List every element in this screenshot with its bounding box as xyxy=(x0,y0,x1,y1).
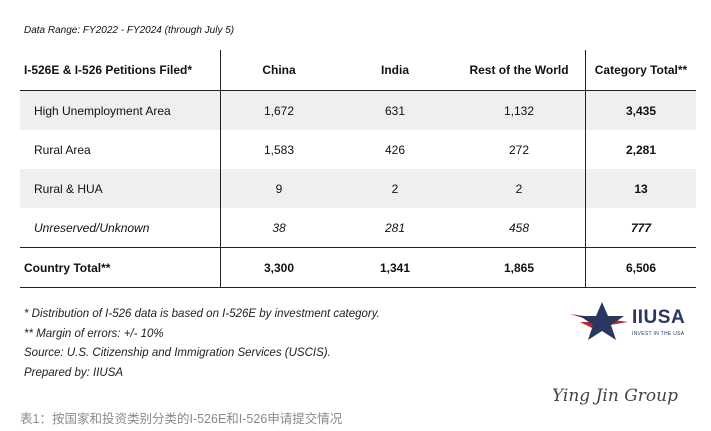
data-range-label: Data Range: FY2022 - FY2024 (through Jul… xyxy=(24,25,235,36)
cell-category-total: 13 xyxy=(585,169,696,208)
row-label: Rural & HUA xyxy=(20,169,221,208)
row-label: Unreserved/Unknown xyxy=(34,220,150,235)
header-category-total: Category Total** xyxy=(585,50,696,91)
cell-category-total: 777 xyxy=(585,208,696,248)
header-china: China xyxy=(220,50,337,91)
cell-china: 1,672 xyxy=(220,90,337,130)
footnotes: * Distribution of I-526 data is based on… xyxy=(24,305,380,383)
cell-china: 9 xyxy=(220,169,337,208)
total-rest-of-world: 1,865 xyxy=(453,247,586,288)
petitions-table: I-526E & I-526 Petitions Filed* China In… xyxy=(20,50,696,288)
cell-rest-of-world: 272 xyxy=(508,142,530,157)
cell-india: 426 xyxy=(384,142,406,157)
table-total-row: Country Total** 3,300 1,341 1,865 6,506 xyxy=(20,247,696,288)
header-category: I-526E & I-526 Petitions Filed* xyxy=(20,50,221,91)
total-india: 1,341 xyxy=(337,247,453,288)
iiusa-logo-icon xyxy=(570,302,628,340)
cell-category-total: 2,281 xyxy=(585,130,696,169)
table-header-row: I-526E & I-526 Petitions Filed* China In… xyxy=(20,50,696,91)
footnote: * Distribution of I-526 data is based on… xyxy=(24,308,380,320)
header-rest-of-world: Rest of the World xyxy=(453,50,586,91)
total-row-label: Country Total** xyxy=(20,247,221,288)
header-india: India xyxy=(337,50,453,91)
cell-category-total: 3,435 xyxy=(585,90,696,130)
footnote: Source: U.S. Citizenship and Immigration… xyxy=(24,347,331,359)
table-row: Rural & HUA 9 2 2 13 xyxy=(20,169,696,208)
signature-watermark: Ying Jin Group xyxy=(552,386,678,406)
logo-tagline: INVEST IN THE USA xyxy=(632,331,685,337)
footnote: ** Margin of errors: +/- 10% xyxy=(24,327,164,340)
cell-china: 38 xyxy=(220,208,337,248)
total-china: 3,300 xyxy=(220,247,337,288)
table-row: Unreserved/Unknown 38 281 458 777 xyxy=(20,208,696,248)
footnote: Prepared by: IIUSA xyxy=(24,366,124,379)
cell-rest-of-world: 458 xyxy=(508,220,530,235)
row-label: High Unemployment Area xyxy=(20,90,221,130)
row-label: Rural Area xyxy=(34,142,91,157)
cell-india: 281 xyxy=(384,220,406,235)
table-row: High Unemployment Area 1,672 631 1,132 3… xyxy=(20,90,696,130)
figure-caption: 表1：按国家和投资类别分类的I-526E和I-526申请提交情况 xyxy=(20,412,343,426)
logo-name: IIUSA xyxy=(632,307,686,328)
cell-china: 1,583 xyxy=(220,130,337,169)
cell-india: 631 xyxy=(337,90,453,130)
table-row: Rural Area 1,583 426 272 2,281 xyxy=(20,130,696,169)
cell-rest-of-world: 1,132 xyxy=(453,90,586,130)
cell-rest-of-world: 2 xyxy=(453,169,586,208)
cell-india: 2 xyxy=(337,169,453,208)
grand-total: 6,506 xyxy=(585,247,696,288)
